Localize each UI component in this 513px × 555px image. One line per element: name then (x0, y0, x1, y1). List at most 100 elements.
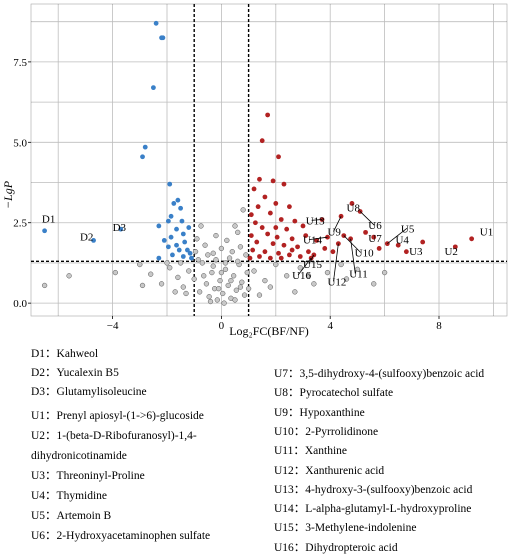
point-ns (224, 237, 230, 244)
point-down (160, 35, 166, 41)
annotation-arrows (297, 211, 408, 282)
point-ns (237, 244, 244, 250)
point-up (259, 225, 265, 230)
point-down (174, 226, 179, 232)
point-ns (239, 279, 245, 285)
point-ns (202, 242, 208, 248)
point-down (179, 218, 185, 224)
point-ns (209, 269, 215, 276)
legend-entry: U2：1-(beta-D-Ribofuranosyl)-1,4- (31, 430, 197, 442)
annotation-label: D2 (80, 231, 93, 243)
annotation-arrow (350, 238, 356, 274)
legend-entry: U5：Artemoin B (31, 510, 112, 522)
point-ns (235, 229, 241, 236)
point-down (161, 238, 167, 243)
annotation-arrow (359, 211, 375, 226)
point-up (292, 218, 298, 224)
point-ns (183, 290, 189, 297)
y-tick-label: 7.5 (13, 57, 27, 69)
point-up (250, 247, 256, 253)
point-down (156, 223, 162, 229)
plot-frame (30, 3, 508, 317)
point-ns (186, 268, 192, 274)
x-tick-label: 4 (327, 320, 333, 332)
point-down (180, 231, 186, 237)
point-ns (305, 273, 312, 279)
point-ns (218, 269, 225, 276)
legend-entry: U7：3,5-dihydroxy-4-(sulfooxy)benzoic aci… (274, 368, 485, 380)
legend-entry: dihydronicotinamide (31, 450, 127, 462)
annotation-label: U15 (303, 259, 322, 271)
legend-entry: D3：Glutamylisoleucine (31, 386, 147, 398)
point-down (153, 20, 159, 26)
point-ns (230, 273, 237, 279)
point-down (180, 254, 186, 259)
point-ns (196, 289, 203, 295)
point-ns (225, 282, 231, 289)
legend-entry: U15：3-Methylene-indolenine (274, 522, 417, 535)
point-ns (244, 269, 250, 276)
point-ns (220, 290, 226, 297)
point-down (186, 225, 192, 230)
point-up (281, 181, 287, 187)
point-up (273, 225, 279, 230)
point-up (289, 236, 295, 242)
point-down (91, 238, 96, 243)
x-tick-label: 0 (219, 320, 225, 332)
point-ns (256, 292, 263, 298)
point-up (274, 234, 280, 240)
point-up (287, 204, 292, 210)
legend-entry: U14：L-alpha-glutamyl-L-hydroxyproline (274, 503, 472, 516)
point-ns (381, 269, 388, 276)
point-ns (222, 266, 229, 273)
threshold-lines (31, 4, 507, 316)
point-up (452, 244, 458, 250)
legend-entry: U16：Dihydropteroic acid (274, 541, 398, 554)
point-down (189, 255, 194, 261)
point-ns (177, 260, 184, 266)
point-down (185, 247, 190, 253)
point-ns (273, 261, 279, 268)
grid-lines (31, 4, 507, 316)
point-down (170, 252, 175, 258)
point-down (118, 226, 124, 232)
point-ns (217, 277, 223, 284)
point-ns (267, 284, 274, 290)
legend-entry: D2：Yucalexin B5 (31, 367, 119, 379)
point-up (287, 252, 292, 258)
point-up (306, 249, 311, 255)
point-up (281, 242, 287, 248)
annotation-label: U9 (327, 227, 341, 239)
point-ns (213, 232, 219, 239)
point-up (262, 194, 268, 200)
point-ns (237, 284, 244, 290)
annotation-arrow (308, 254, 315, 264)
point-up (330, 249, 336, 255)
point-ns (324, 269, 331, 276)
point-ns (214, 297, 220, 303)
point-ns (241, 292, 248, 298)
point-up (253, 220, 258, 226)
point-ns (371, 281, 377, 287)
point-ns (198, 223, 204, 229)
point-ns (210, 263, 216, 269)
point-up (247, 255, 253, 261)
annotation-label: U4 (395, 235, 409, 247)
data-points (41, 20, 475, 306)
point-down (174, 242, 179, 248)
point-ns (232, 223, 238, 229)
point-ns (216, 286, 222, 292)
point-up (322, 246, 328, 251)
point-ns (240, 207, 246, 213)
point-up (363, 229, 368, 235)
legend-entry: U10：2-Pyrrolidinone (274, 425, 379, 438)
point-ns (243, 252, 249, 258)
point-down (140, 154, 145, 160)
point-down (187, 250, 193, 256)
point-ns (221, 300, 227, 306)
point-ns (194, 236, 200, 242)
point-ns (292, 289, 298, 295)
annotation-label: D1 (42, 214, 55, 226)
point-up (248, 212, 254, 218)
